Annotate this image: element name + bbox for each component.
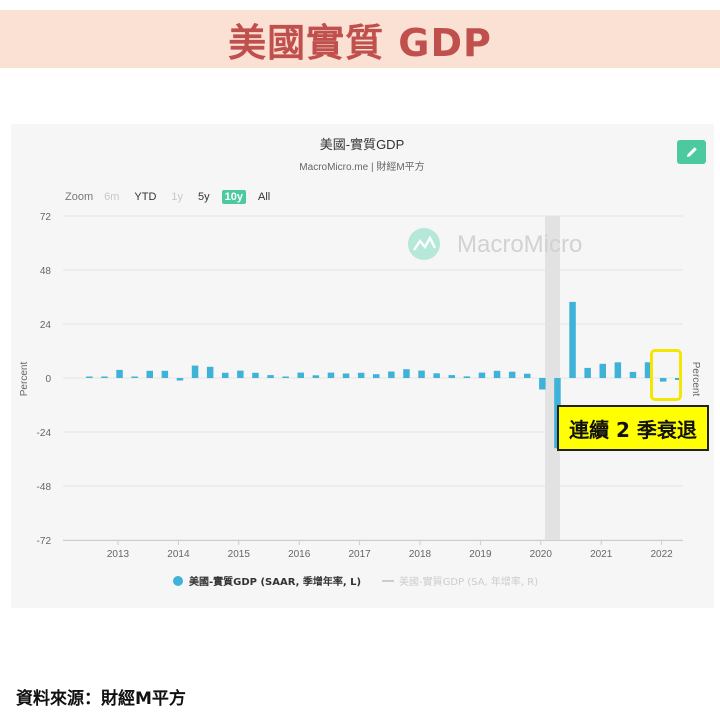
bar-2018Q3[interactable] bbox=[448, 375, 456, 378]
zoom-ytd-button[interactable]: YTD bbox=[134, 191, 157, 203]
legend-item-bar[interactable]: 美國-實質GDP (SAAR, 季增年率, L) bbox=[189, 575, 361, 588]
bar-2016Q4[interactable] bbox=[342, 373, 350, 379]
bar-2022Q2[interactable] bbox=[675, 378, 682, 380]
bar-2017Q1[interactable] bbox=[357, 372, 365, 378]
y-axis-left-label: Percent bbox=[19, 362, 30, 397]
x-tick-label: 2014 bbox=[167, 549, 190, 560]
zoom-1y-button[interactable]: 1y bbox=[171, 191, 184, 203]
x-tick-label: 2013 bbox=[107, 549, 130, 560]
bar-2013Q1[interactable] bbox=[116, 369, 123, 378]
bar-2013Q3[interactable] bbox=[146, 370, 154, 378]
bar-2021Q3[interactable] bbox=[629, 371, 637, 378]
bar-2014Q1[interactable] bbox=[176, 378, 184, 381]
bar-2020Q4[interactable] bbox=[584, 367, 591, 378]
bar-2020Q1[interactable] bbox=[539, 378, 546, 390]
bar-2018Q4[interactable] bbox=[463, 376, 471, 378]
bar-2018Q2[interactable] bbox=[433, 373, 440, 378]
zoom-all-button[interactable]: All bbox=[258, 191, 271, 203]
banner: 美國實質 GDP bbox=[0, 10, 720, 68]
banner-title: 美國實質 GDP bbox=[228, 20, 492, 65]
y-tick-label: -48 bbox=[37, 482, 52, 493]
bar-2019Q2[interactable] bbox=[493, 370, 501, 378]
y-axis: 72 48 24 0 -24 -48 -72 bbox=[37, 212, 52, 547]
bar-2018Q1[interactable] bbox=[418, 370, 425, 378]
y-tick-label: -72 bbox=[37, 536, 52, 547]
source-text: 資料來源：財經M平方 bbox=[16, 689, 186, 709]
zoom-toolbar: Zoom 6m YTD 1y 5y 10y All bbox=[65, 188, 282, 206]
bar-2015Q4[interactable] bbox=[282, 376, 289, 379]
bar-2014Q2[interactable] bbox=[191, 365, 199, 378]
pencil-icon bbox=[686, 147, 697, 157]
y-tick-label: 24 bbox=[40, 320, 52, 331]
watermark: MacroMicro bbox=[408, 228, 582, 260]
bar-2021Q1[interactable] bbox=[599, 363, 607, 378]
y-tick-label: 72 bbox=[40, 212, 52, 223]
bar-2022Q1[interactable] bbox=[659, 378, 667, 382]
watermark-text: MacroMicro bbox=[457, 231, 582, 258]
bar-2021Q2[interactable] bbox=[614, 362, 622, 379]
bar-2013Q2[interactable] bbox=[131, 376, 138, 379]
bar-2016Q3[interactable] bbox=[327, 372, 335, 378]
zoom-6m-button[interactable]: 6m bbox=[104, 191, 120, 203]
bar-2015Q2[interactable] bbox=[252, 372, 259, 378]
bar-2014Q3[interactable] bbox=[206, 366, 214, 379]
highlight-box bbox=[650, 349, 682, 401]
bar-2020Q3[interactable] bbox=[569, 301, 576, 378]
bar-2017Q2[interactable] bbox=[373, 374, 380, 378]
bar-2019Q3[interactable] bbox=[508, 371, 516, 378]
bar-2019Q4[interactable] bbox=[524, 373, 531, 378]
zoom-10y-button[interactable]: 10y bbox=[221, 190, 247, 204]
chart-subtitle: MacroMicro.me | 財經M平方 bbox=[299, 160, 424, 173]
chart-title: 美國-實質GDP bbox=[320, 137, 405, 152]
bar-2014Q4[interactable] bbox=[222, 372, 229, 378]
bar-2017Q4[interactable] bbox=[403, 369, 410, 378]
bar-2017Q3[interactable] bbox=[388, 371, 395, 379]
legend: 美國-實質GDP (SAAR, 季增年率, L) 美國-實質GDP (SA, 年… bbox=[173, 575, 538, 588]
x-tick-label: 2019 bbox=[469, 549, 492, 560]
bar-2013Q4[interactable] bbox=[161, 370, 169, 378]
zoom-5y-button[interactable]: 5y bbox=[198, 191, 210, 203]
x-tick-label: 2018 bbox=[409, 549, 432, 560]
bar-2021Q4[interactable] bbox=[644, 362, 652, 379]
legend-bar-marker bbox=[173, 576, 183, 586]
y-tick-label: 0 bbox=[45, 374, 51, 385]
y-tick-label: 48 bbox=[40, 266, 52, 277]
x-axis: 2013 2014 2015 2016 2017 2018 2019 2020 2021 2022 bbox=[107, 540, 673, 560]
chart-panel: MacroMicro 美國-實質GDP MacroMicro.me | 財經M平… bbox=[11, 124, 714, 608]
bar-2015Q3[interactable] bbox=[267, 375, 274, 378]
recession-callout: 連續 2 季衰退 bbox=[557, 405, 709, 451]
x-tick-label: 2017 bbox=[348, 549, 371, 560]
x-tick-label: 2016 bbox=[288, 549, 311, 560]
bar-2012Q3[interactable] bbox=[86, 376, 93, 379]
edit-button[interactable] bbox=[677, 140, 706, 164]
grid bbox=[63, 215, 683, 541]
x-tick-label: 2015 bbox=[228, 549, 251, 560]
y-axis-right-label: Percent bbox=[690, 362, 701, 397]
bar-2016Q2[interactable] bbox=[312, 375, 320, 378]
x-tick-label: 2020 bbox=[530, 549, 553, 560]
bar-2016Q1[interactable] bbox=[297, 372, 305, 378]
x-tick-label: 2021 bbox=[590, 549, 613, 560]
legend-item-line[interactable]: 美國-實質GDP (SA, 年增率, R) bbox=[399, 575, 538, 588]
y-tick-label: -24 bbox=[37, 428, 52, 439]
x-tick-label: 2022 bbox=[650, 549, 673, 560]
bar-2019Q1[interactable] bbox=[478, 372, 486, 378]
zoom-label: Zoom bbox=[65, 191, 94, 203]
bar-2012Q4[interactable] bbox=[101, 376, 108, 379]
bar-2015Q1[interactable] bbox=[237, 370, 244, 378]
